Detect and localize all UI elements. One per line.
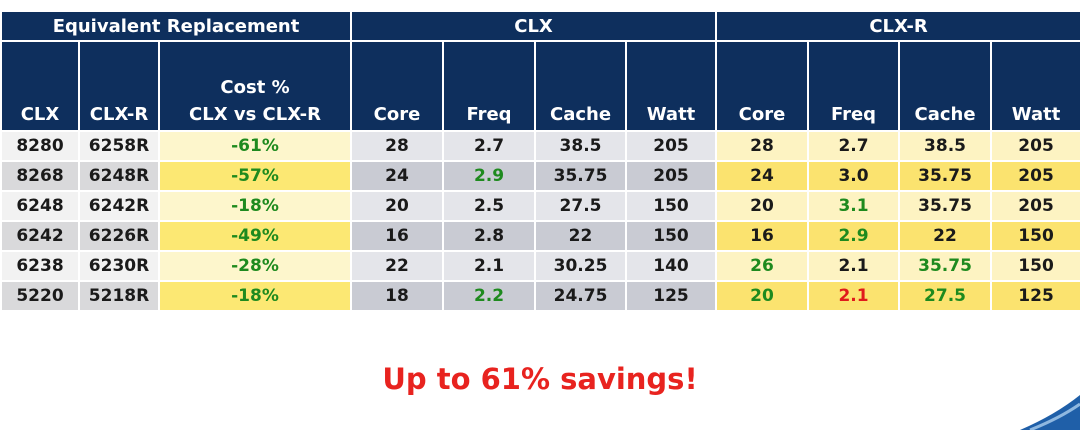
table-cell: -49% — [157, 220, 353, 252]
table-cell: 3.0 — [807, 160, 901, 192]
group-header-row: Equivalent Replacement CLX CLX-R — [0, 10, 1080, 42]
table-cell: -61% — [157, 130, 353, 162]
table-cell: 8280 — [0, 130, 80, 162]
column-header: Cost % CLX vs CLX-R — [157, 40, 353, 132]
table-cell: 205 — [990, 130, 1080, 162]
comparison-table: Equivalent Replacement CLX CLX-R CLX CLX-… — [0, 10, 1080, 312]
table-cell: 16 — [350, 220, 445, 252]
table-cell: 2.1 — [807, 280, 901, 312]
table-cell: 28 — [715, 130, 810, 162]
table-body: 8280 6258R -61% 28 2.7 38.5 205 28 2.7 38.5 205 826… — [0, 130, 1080, 312]
table-cell: 24 — [715, 160, 810, 192]
table-cell: 35.75 — [898, 160, 993, 192]
table-row: 6242 6226R -49% 16 2.8 22 150 16 2.9 22 150 — [0, 220, 1080, 252]
table-cell: 6248R — [78, 160, 160, 192]
column-header: CLX-R — [78, 40, 160, 132]
table-cell: 20 — [350, 190, 445, 222]
table-cell: -28% — [157, 250, 353, 282]
table-cell: 27.5 — [898, 280, 993, 312]
table-cell: 125 — [990, 280, 1080, 312]
table-cell: 22 — [350, 250, 445, 282]
table-cell: 38.5 — [534, 130, 628, 162]
table-cell: 5220 — [0, 280, 80, 312]
table-cell: 22 — [898, 220, 993, 252]
table-cell: 35.75 — [898, 250, 993, 282]
table-cell: 16 — [715, 220, 810, 252]
group-header: CLX-R — [715, 10, 1080, 42]
table-cell: 24.75 — [534, 280, 628, 312]
column-header: CLX — [0, 40, 80, 132]
table-cell: 2.7 — [442, 130, 537, 162]
column-header: Cache — [898, 40, 993, 132]
table-cell: 2.8 — [442, 220, 537, 252]
table-cell: 2.1 — [442, 250, 537, 282]
table-cell: 6242 — [0, 220, 80, 252]
table-cell: 2.1 — [807, 250, 901, 282]
table-cell: 8268 — [0, 160, 80, 192]
table-cell: 150 — [990, 250, 1080, 282]
table-cell: 5218R — [78, 280, 160, 312]
table-cell: 205 — [990, 190, 1080, 222]
group-header: CLX — [350, 10, 718, 42]
decoration — [1020, 395, 1080, 430]
table-cell: 6226R — [78, 220, 160, 252]
table-cell: 20 — [715, 190, 810, 222]
table-cell: 6248 — [0, 190, 80, 222]
table-cell: 125 — [625, 280, 718, 312]
table-cell: 35.75 — [898, 190, 993, 222]
group-header: Equivalent Replacement — [0, 10, 353, 42]
column-header: Freq — [442, 40, 537, 132]
table-cell: 2.9 — [807, 220, 901, 252]
table-cell: 3.1 — [807, 190, 901, 222]
table-cell: 150 — [990, 220, 1080, 252]
table-cell: 24 — [350, 160, 445, 192]
table-cell: -18% — [157, 280, 353, 312]
column-header: Freq — [807, 40, 901, 132]
table-cell: 6238 — [0, 250, 80, 282]
table-row: 8268 6248R -57% 24 2.9 35.75 205 24 3.0 35.75 205 — [0, 160, 1080, 192]
column-header: Core — [715, 40, 810, 132]
table-cell: -57% — [157, 160, 353, 192]
column-header: Cache — [534, 40, 628, 132]
column-header-row: CLX CLX-R Cost % CLX vs CLX-R Core Freq Cache… — [0, 40, 1080, 132]
table-cell: 2.5 — [442, 190, 537, 222]
table-cell: 140 — [625, 250, 718, 282]
table-cell: 38.5 — [898, 130, 993, 162]
table-cell: 18 — [350, 280, 445, 312]
table-cell: -18% — [157, 190, 353, 222]
column-header: Core — [350, 40, 445, 132]
table-cell: 205 — [625, 130, 718, 162]
table-cell: 205 — [990, 160, 1080, 192]
table-row: 8280 6258R -61% 28 2.7 38.5 205 28 2.7 38.5 205 — [0, 130, 1080, 162]
table-cell: 205 — [625, 160, 718, 192]
table-cell: 150 — [625, 190, 718, 222]
table-row: 6238 6230R -28% 22 2.1 30.25 140 26 2.1 35.75 150 — [0, 250, 1080, 282]
column-header: Watt — [990, 40, 1080, 132]
table-cell: 2.7 — [807, 130, 901, 162]
table-cell: 26 — [715, 250, 810, 282]
table-cell: 28 — [350, 130, 445, 162]
table-cell: 30.25 — [534, 250, 628, 282]
column-header: Watt — [625, 40, 718, 132]
savings-callout: Up to 61% savings! — [382, 362, 698, 396]
table-row: 5220 5218R -18% 18 2.2 24.75 125 20 2.1 27.5 125 — [0, 280, 1080, 312]
table-cell: 6242R — [78, 190, 160, 222]
table-cell: 22 — [534, 220, 628, 252]
table-cell: 6258R — [78, 130, 160, 162]
table-cell: 150 — [625, 220, 718, 252]
table-cell: 6230R — [78, 250, 160, 282]
table-cell: 20 — [715, 280, 810, 312]
table-cell: 27.5 — [534, 190, 628, 222]
table-cell: 2.9 — [442, 160, 537, 192]
table-row: 6248 6242R -18% 20 2.5 27.5 150 20 3.1 35.75 205 — [0, 190, 1080, 222]
table-cell: 35.75 — [534, 160, 628, 192]
table-cell: 2.2 — [442, 280, 537, 312]
